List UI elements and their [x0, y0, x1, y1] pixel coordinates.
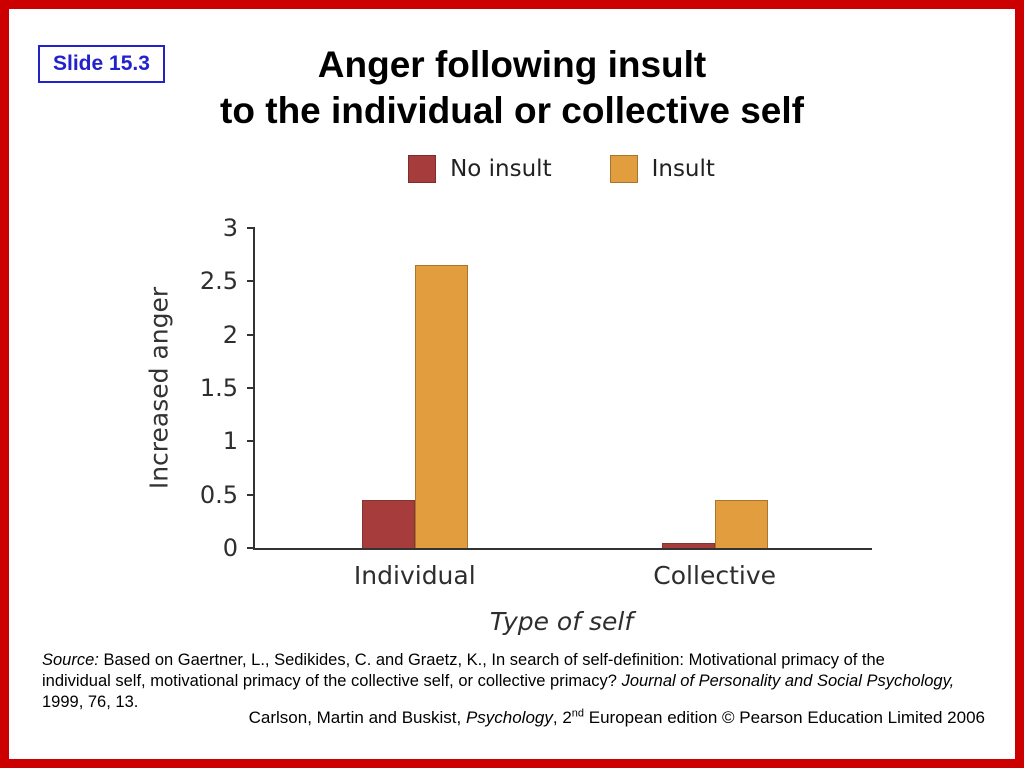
plot-area: 3 2.5 2 1.5 1 0.5 0 Individual Collective	[200, 214, 872, 590]
y-tick-label: 3	[222, 214, 238, 242]
y-tick-mark	[247, 547, 255, 549]
y-tick-mark	[247, 280, 255, 283]
footer-mid: , 2	[552, 708, 572, 727]
bar-no-insult-collective	[661, 542, 715, 548]
copyright-footer: Carlson, Martin and Buskist, Psychology,…	[249, 708, 985, 728]
y-tick-label: 1	[222, 427, 238, 456]
legend-label: No insult	[450, 156, 552, 182]
x-tick-label-collective: Collective	[653, 561, 777, 590]
title-line-2: to the individual or collective self	[220, 90, 804, 131]
footer-ordinal-sup: nd	[571, 707, 585, 720]
y-tick-label: 2	[222, 320, 238, 349]
source-citation: Source: Based on Gaertner, L., Sedikides…	[42, 650, 957, 713]
y-axis-title: Increased anger	[144, 286, 174, 490]
slide-number-badge: Slide 15.3	[38, 45, 165, 83]
chart-legend: No insult Insult	[253, 155, 870, 183]
source-suffix: 1999, 76, 13.	[42, 693, 139, 711]
source-text: Based on Gaertner, L., Sedikides, C. and…	[42, 651, 885, 690]
y-tick-label: 1.5	[199, 374, 238, 402]
journal-title: Journal of Personality and Social Psycho…	[621, 672, 955, 690]
y-tick-mark	[247, 493, 255, 496]
footer-authors: Carlson, Martin and Buskist,	[248, 708, 466, 727]
x-tick-label-individual: Individual	[353, 561, 476, 590]
source-label: Source:	[42, 651, 99, 669]
legend-label: Insult	[651, 156, 715, 182]
y-tick-label: 0	[222, 534, 238, 562]
y-tick-label: 2.5	[199, 267, 238, 296]
legend-item-insult: Insult	[609, 155, 715, 183]
y-tick-mark	[247, 387, 255, 389]
bar-insult-individual	[414, 265, 468, 548]
x-axis-title: Type of self	[489, 607, 634, 636]
y-tick-mark	[247, 440, 255, 443]
legend-item-no-insult: No insult	[408, 155, 552, 183]
legend-swatch	[609, 155, 638, 183]
bar-insult-collective	[714, 500, 768, 548]
bar-no-insult-individual	[361, 500, 415, 548]
legend-swatch	[408, 155, 437, 183]
title-line-1: Anger following insult	[317, 44, 707, 85]
y-tick-mark	[247, 333, 255, 336]
slide-title: Anger following insult to the individual…	[9, 42, 1015, 134]
y-tick-mark	[247, 227, 255, 229]
footer-book-title: Psychology	[465, 708, 553, 727]
y-tick-label: 0.5	[199, 480, 238, 509]
footer-publisher: European edition © Pearson Education Lim…	[584, 708, 985, 727]
